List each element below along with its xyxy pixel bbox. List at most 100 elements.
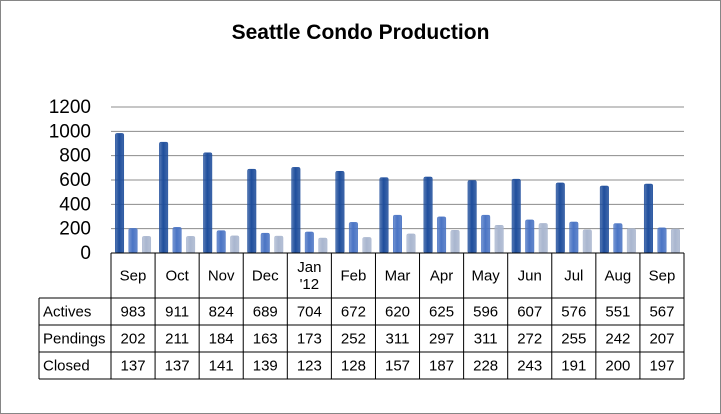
bar-pendings — [437, 216, 447, 254]
bar-actives — [247, 168, 257, 254]
data-label: 297 — [429, 331, 454, 348]
data-label: 197 — [649, 358, 674, 375]
bar-closed — [406, 233, 416, 254]
bars — [115, 133, 680, 254]
data-label: 137 — [165, 358, 190, 375]
bar-pendings — [657, 227, 667, 254]
bar-closed — [626, 228, 636, 254]
bar-actives — [379, 177, 389, 254]
y-tick-label: 1000 — [49, 121, 91, 142]
bar-pendings — [260, 232, 270, 254]
bar-closed — [142, 236, 152, 254]
data-label: 123 — [297, 358, 322, 375]
data-label: 607 — [517, 304, 542, 321]
bar-actives — [423, 176, 433, 254]
category-label: May — [471, 268, 500, 285]
data-label: 911 — [165, 304, 189, 321]
bar-actives — [291, 167, 301, 254]
data-label: 128 — [341, 358, 366, 375]
bar-pendings — [216, 230, 226, 254]
bar-closed — [186, 236, 196, 254]
bar-actives — [335, 170, 345, 254]
bar-pendings — [128, 228, 138, 254]
category-label: '12 — [300, 276, 320, 293]
category-label: Sep — [649, 268, 676, 285]
bar-closed — [230, 235, 240, 254]
bar-pendings — [481, 214, 491, 254]
category-label: Feb — [340, 268, 366, 285]
data-label: 689 — [253, 304, 278, 321]
data-label: 672 — [341, 304, 366, 321]
category-label: Oct — [165, 268, 189, 285]
bar-pendings — [613, 223, 623, 254]
y-axis-ticks: 0 200 400 600 800 1000 1200 — [49, 97, 91, 264]
y-tick-label: 800 — [59, 146, 91, 167]
category-label: Apr — [430, 268, 453, 285]
bar-actives — [467, 180, 477, 254]
bar-closed — [670, 228, 680, 254]
bar-actives — [643, 183, 653, 254]
bar-pendings — [172, 227, 182, 254]
bar-pendings — [525, 219, 535, 254]
data-label: 596 — [473, 304, 498, 321]
bar-closed — [318, 237, 328, 254]
data-label: 620 — [385, 304, 410, 321]
y-tick-label: 600 — [59, 170, 91, 191]
data-table: Sep Oct Nov Dec Jan'12 Feb Mar Apr May Jun Jul Aug S… — [38, 252, 685, 380]
data-label: 211 — [165, 331, 189, 348]
data-label: 137 — [121, 358, 146, 375]
data-label: 625 — [429, 304, 454, 321]
y-tick-label: 0 — [80, 243, 91, 264]
y-tick-label: 400 — [59, 194, 91, 215]
data-label: 139 — [253, 358, 278, 375]
category-label: Nov — [208, 268, 235, 285]
data-label: 173 — [297, 331, 322, 348]
data-label: 983 — [121, 304, 146, 321]
data-label: 252 — [341, 331, 366, 348]
bar-pendings — [393, 214, 402, 254]
data-label: 187 — [429, 358, 454, 375]
bar-pendings — [569, 221, 579, 254]
legend-entry-actives: Actives — [43, 304, 91, 321]
data-label: 191 — [561, 358, 586, 375]
data-label: 228 — [473, 358, 498, 375]
bar-closed — [362, 237, 372, 254]
bar-pendings — [304, 231, 314, 254]
bar-actives — [599, 185, 609, 254]
bar-pendings — [348, 222, 358, 254]
data-label: 311 — [386, 331, 410, 348]
data-label: 704 — [297, 304, 322, 321]
bar-actives — [203, 152, 213, 254]
bar-closed — [450, 229, 460, 254]
bar-actives — [115, 133, 125, 254]
category-label: Sep — [120, 268, 147, 285]
category-label: Jul — [564, 268, 583, 285]
data-label: 567 — [649, 304, 674, 321]
category-label: Aug — [605, 268, 632, 285]
bar-closed — [582, 229, 592, 254]
data-label: 157 — [385, 358, 410, 375]
data-label: 202 — [121, 331, 146, 348]
legend-entry-closed: Closed — [43, 358, 90, 375]
y-tick-label: 1200 — [49, 97, 91, 118]
category-label: Mar — [385, 268, 411, 285]
data-label: 163 — [253, 331, 278, 348]
category-label: Dec — [252, 268, 279, 285]
y-tick-label: 200 — [59, 219, 91, 240]
data-label: 243 — [517, 358, 542, 375]
data-label: 272 — [517, 331, 542, 348]
data-label: 311 — [474, 331, 498, 348]
data-label: 576 — [561, 304, 586, 321]
bar-actives — [555, 182, 565, 254]
data-label: 255 — [561, 331, 586, 348]
bar-closed — [274, 235, 284, 254]
chart-title: Seattle Condo Production — [231, 21, 490, 44]
data-label: 184 — [209, 331, 234, 348]
bar-closed — [538, 223, 548, 254]
category-label: Jun — [518, 268, 542, 285]
bar-closed — [494, 225, 504, 254]
data-label: 200 — [605, 358, 630, 375]
legend-entry-pendings: Pendings — [43, 331, 106, 348]
